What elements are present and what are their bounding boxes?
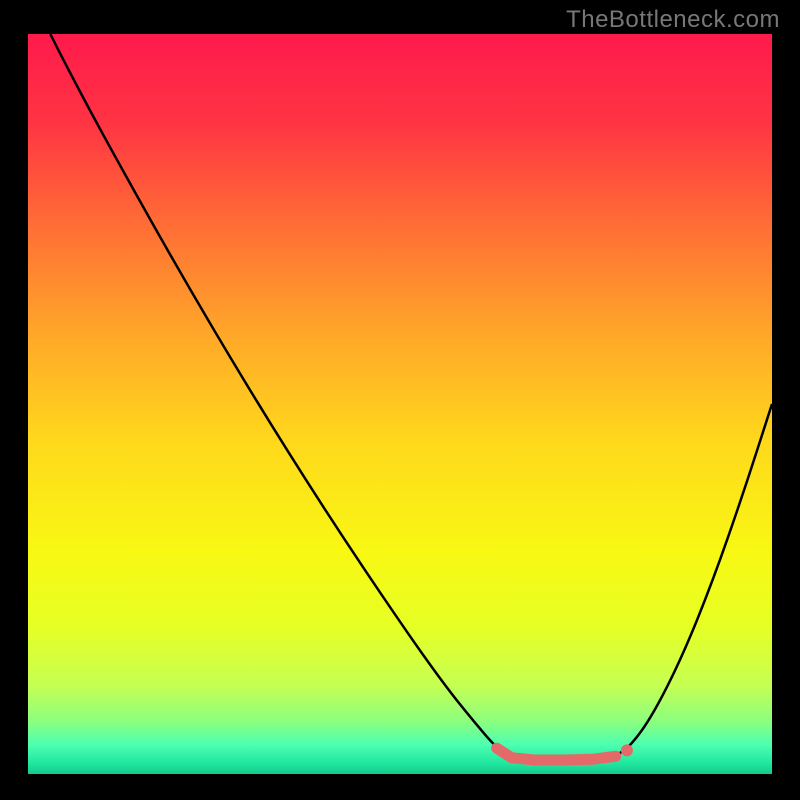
plateau-endpoint-dot <box>621 744 633 756</box>
curve-layer <box>28 34 772 774</box>
chart-frame: TheBottleneck.com <box>0 0 800 800</box>
watermark-text: TheBottleneck.com <box>566 6 780 34</box>
bottleneck-curve <box>50 34 772 760</box>
plateau-marker <box>497 748 616 760</box>
plot-area <box>28 34 772 774</box>
